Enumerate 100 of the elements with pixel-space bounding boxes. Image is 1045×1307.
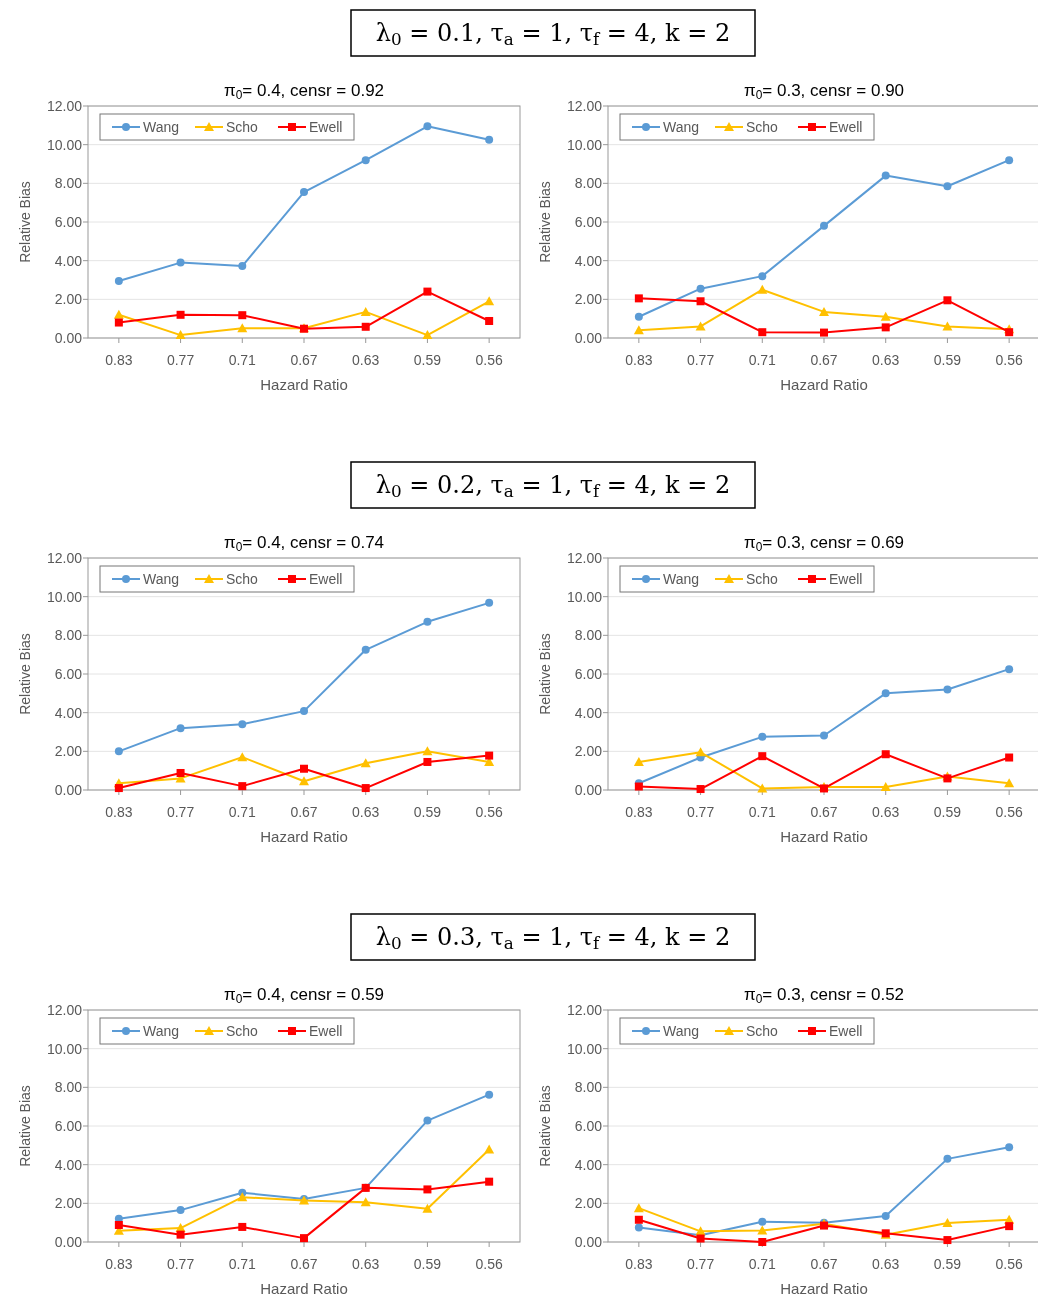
point (881, 750, 890, 759)
point (696, 297, 705, 306)
x-tick-label: 0.56 (995, 1256, 1023, 1272)
y-tick-label: 6.00 (574, 214, 603, 230)
y-tick-label: 10.00 (46, 1040, 83, 1057)
point (237, 752, 248, 762)
point (634, 294, 643, 303)
y-tick-label: 6.00 (54, 666, 83, 682)
point (361, 784, 370, 793)
y-tick-label: 4.00 (574, 252, 603, 269)
y-tick-label: 12.00 (566, 1002, 603, 1018)
x-tick-label: 0.56 (475, 1256, 503, 1272)
point (1005, 156, 1014, 165)
point (238, 311, 247, 320)
point (361, 645, 370, 654)
y-tick-label: 6.00 (54, 1118, 83, 1134)
x-tick-label: 0.83 (105, 804, 133, 820)
legend-label: Scho (746, 119, 779, 135)
y-axis-title: Relative Bias (17, 633, 33, 715)
x-tick-label: 0.59 (413, 1256, 442, 1272)
legend-label: Ewell (309, 119, 343, 135)
y-tick-label: 4.00 (574, 1156, 603, 1173)
point (695, 1226, 706, 1236)
legend-label: Wang (663, 119, 700, 135)
y-tick-label: 2.00 (54, 743, 83, 760)
point (696, 284, 705, 293)
chart-subtitle: λ$_{0}$ = 0.2, τ$_{a}$ = 1, τ$_{f}$ = 4, k = 2 (375, 471, 731, 502)
point (176, 310, 185, 319)
point (113, 309, 124, 319)
x-tick-label: 0.56 (475, 804, 503, 820)
y-tick-label: 6.00 (54, 214, 83, 230)
point (360, 306, 371, 316)
legend-label: Ewell (829, 1023, 863, 1039)
legend-label: Wang (143, 119, 180, 135)
point (943, 685, 952, 694)
y-tick-label: 2.00 (574, 743, 603, 760)
point (485, 316, 494, 325)
x-tick-label: 0.77 (166, 352, 195, 368)
point (484, 296, 495, 306)
point (423, 1185, 432, 1194)
x-tick-label: 0.59 (933, 804, 962, 820)
point (943, 296, 952, 305)
y-tick-label: 10.00 (46, 136, 83, 153)
legend-label: Ewell (829, 571, 863, 587)
legend-label: Ewell (309, 571, 343, 587)
y-tick-label: 12.00 (46, 1002, 83, 1018)
x-tick-label: 0.67 (810, 1256, 838, 1272)
point (633, 1203, 644, 1213)
y-tick-label: 12.00 (46, 550, 83, 566)
chart-title: π$_{0}$= 0.4, censr = 0.74 (223, 533, 385, 554)
point (758, 1217, 767, 1226)
x-tick-label: 0.63 (352, 352, 380, 368)
point (114, 276, 123, 285)
legend-label: Scho (226, 119, 259, 135)
x-tick-label: 0.83 (625, 352, 653, 368)
point (758, 328, 767, 337)
point (360, 758, 371, 768)
point (757, 284, 768, 294)
x-tick-label: 0.77 (166, 1256, 195, 1272)
point (300, 764, 308, 773)
point (1005, 1222, 1014, 1231)
y-tick-label: 2.00 (54, 1195, 83, 1212)
y-tick-label: 2.00 (54, 291, 83, 308)
point (423, 1116, 432, 1125)
chart-title: π$_{0}$= 0.3, censr = 0.90 (743, 81, 905, 102)
x-tick-label: 0.56 (475, 352, 503, 368)
point (880, 311, 891, 321)
y-axis-title: Relative Bias (17, 181, 33, 263)
x-tick-label: 0.63 (872, 1256, 900, 1272)
y-tick-label: 8.00 (574, 175, 603, 192)
x-axis-title: Hazard Ratio (260, 1280, 348, 1297)
point (820, 731, 828, 740)
point (422, 746, 433, 756)
x-tick-label: 0.67 (810, 804, 838, 820)
y-tick-label: 4.00 (54, 1156, 83, 1173)
y-tick-label: 8.00 (54, 175, 83, 192)
point (881, 689, 890, 698)
x-tick-label: 0.63 (872, 352, 900, 368)
point (114, 784, 123, 793)
chart-title: π$_{0}$= 0.3, censr = 0.52 (743, 985, 905, 1006)
point (880, 782, 891, 792)
x-tick-label: 0.71 (748, 352, 777, 368)
point (300, 707, 308, 716)
x-tick-label: 0.83 (625, 1256, 653, 1272)
point (943, 1236, 952, 1245)
point (114, 318, 123, 327)
x-tick-label: 0.56 (995, 804, 1023, 820)
point (758, 1238, 767, 1246)
chart-title: π$_{0}$= 0.4, censr = 0.92 (223, 81, 385, 102)
x-axis-title: Hazard Ratio (780, 376, 868, 393)
x-tick-label: 0.59 (413, 804, 442, 820)
chart-subtitle: λ$_{0}$ = 0.1, τ$_{a}$ = 1, τ$_{f}$ = 4, k = 2 (375, 19, 731, 50)
legend-label: Wang (663, 1023, 700, 1039)
x-tick-label: 0.59 (413, 352, 442, 368)
point (943, 1154, 952, 1163)
point (819, 306, 829, 316)
point (695, 747, 706, 757)
point (238, 1222, 247, 1231)
point (485, 135, 494, 144)
y-tick-label: 4.00 (574, 704, 603, 721)
